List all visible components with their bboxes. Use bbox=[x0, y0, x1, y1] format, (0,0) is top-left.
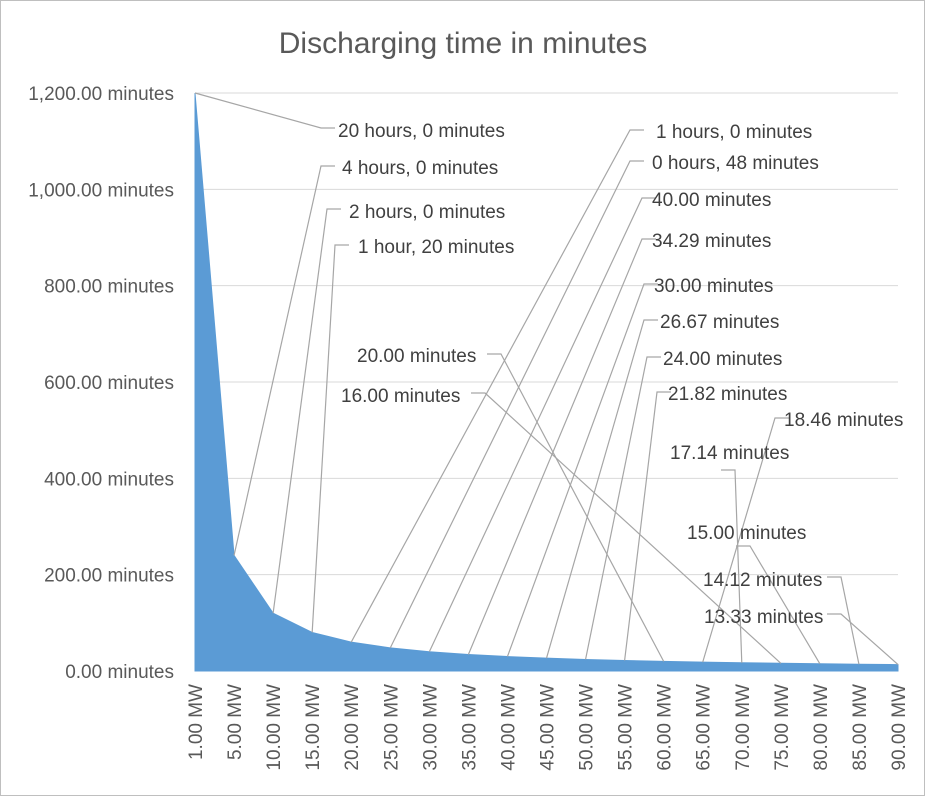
data-label: 18.46 minutes bbox=[784, 410, 903, 431]
y-tick-label: 1,200.00 minutes bbox=[28, 84, 174, 105]
y-tick-label: 400.00 minutes bbox=[44, 469, 174, 490]
x-tick-label: 90.00 MW bbox=[889, 684, 910, 771]
data-label: 2 hours, 0 minutes bbox=[349, 202, 505, 223]
x-tick-label: 10.00 MW bbox=[264, 684, 285, 771]
x-tick-label: 5.00 MW bbox=[225, 684, 246, 760]
x-tick-label: 60.00 MW bbox=[655, 684, 676, 771]
leader-line bbox=[827, 613, 899, 666]
data-label: 20 hours, 0 minutes bbox=[338, 121, 505, 142]
data-label: 1 hours, 0 minutes bbox=[656, 122, 812, 143]
leader-line bbox=[389, 160, 644, 649]
x-tick-label: 1.00 MW bbox=[186, 684, 207, 760]
leader-line bbox=[721, 469, 743, 663]
leader-line bbox=[702, 417, 789, 663]
label-leader-lines bbox=[194, 92, 899, 666]
data-label: 24.00 minutes bbox=[663, 349, 782, 370]
x-tick-label: 25.00 MW bbox=[381, 684, 402, 771]
leader-line bbox=[194, 92, 335, 129]
data-label: 21.82 minutes bbox=[668, 384, 787, 405]
leader-line bbox=[311, 244, 349, 633]
x-tick-label: 20.00 MW bbox=[342, 684, 363, 771]
leader-line bbox=[736, 545, 821, 665]
x-tick-label: 65.00 MW bbox=[694, 684, 715, 771]
data-label: 30.00 minutes bbox=[654, 276, 773, 297]
x-axis-tick-labels: 1.00 MW 5.00 MW 10.00 MW 15.00 MW 20.00 MW 25… bbox=[186, 684, 910, 771]
data-label: 1 hour, 20 minutes bbox=[358, 237, 514, 258]
data-label: 26.67 minutes bbox=[660, 312, 779, 333]
discharge-area bbox=[194, 92, 899, 672]
leader-line bbox=[233, 165, 335, 556]
x-tick-label: 45.00 MW bbox=[538, 684, 559, 771]
x-tick-label: 70.00 MW bbox=[733, 684, 754, 771]
x-tick-label: 75.00 MW bbox=[772, 684, 793, 771]
x-tick-label: 15.00 MW bbox=[303, 684, 324, 771]
leader-line bbox=[506, 283, 658, 657]
x-tick-label: 85.00 MW bbox=[850, 684, 871, 771]
leader-line bbox=[827, 576, 860, 665]
data-label: 34.29 minutes bbox=[652, 231, 771, 252]
y-tick-label: 0.00 minutes bbox=[65, 662, 174, 683]
y-axis-tick-labels: 0.00 minutes 200.00 minutes 400.00 minutes… bbox=[28, 84, 174, 683]
y-tick-label: 800.00 minutes bbox=[44, 277, 174, 298]
gridlines bbox=[195, 92, 898, 672]
leader-line bbox=[428, 197, 656, 652]
leader-line bbox=[545, 319, 658, 659]
x-tick-label: 30.00 MW bbox=[420, 684, 441, 771]
leader-line bbox=[624, 391, 671, 661]
chart-title: Discharging time in minutes bbox=[279, 27, 647, 60]
x-tick-label: 50.00 MW bbox=[577, 684, 598, 771]
data-label: 16.00 minutes bbox=[341, 386, 460, 407]
data-label: 4 hours, 0 minutes bbox=[342, 158, 498, 179]
x-tick-label: 55.00 MW bbox=[616, 684, 637, 771]
leader-line bbox=[584, 356, 661, 660]
data-label: 20.00 minutes bbox=[357, 346, 476, 367]
leader-line bbox=[487, 353, 665, 662]
leader-line bbox=[350, 129, 644, 643]
series-area bbox=[194, 92, 899, 672]
y-tick-label: 1,000.00 minutes bbox=[28, 180, 174, 201]
y-tick-label: 600.00 minutes bbox=[44, 373, 174, 394]
x-tick-label: 35.00 MW bbox=[459, 684, 480, 771]
data-label: 14.12 minutes bbox=[703, 570, 822, 591]
data-label: 40.00 minutes bbox=[652, 190, 771, 211]
leader-line bbox=[467, 238, 656, 655]
leader-line bbox=[272, 208, 341, 614]
data-label: 17.14 minutes bbox=[670, 443, 789, 464]
data-label: 13.33 minutes bbox=[704, 607, 823, 628]
x-tick-label: 40.00 MW bbox=[498, 684, 519, 771]
data-labels: 20 hours, 0 minutes 4 hours, 0 minutes 2 h… bbox=[338, 121, 903, 628]
leader-line bbox=[471, 392, 782, 664]
data-label: 0 hours, 48 minutes bbox=[652, 153, 819, 174]
data-label: 15.00 minutes bbox=[687, 523, 806, 544]
x-tick-label: 80.00 MW bbox=[811, 684, 832, 771]
y-tick-label: 200.00 minutes bbox=[44, 566, 174, 587]
